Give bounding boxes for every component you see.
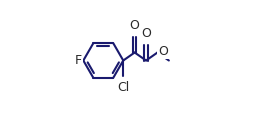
Text: O: O: [129, 19, 139, 32]
Text: Cl: Cl: [117, 81, 129, 94]
Text: O: O: [140, 27, 150, 40]
Text: F: F: [75, 54, 82, 67]
Text: O: O: [157, 45, 167, 58]
